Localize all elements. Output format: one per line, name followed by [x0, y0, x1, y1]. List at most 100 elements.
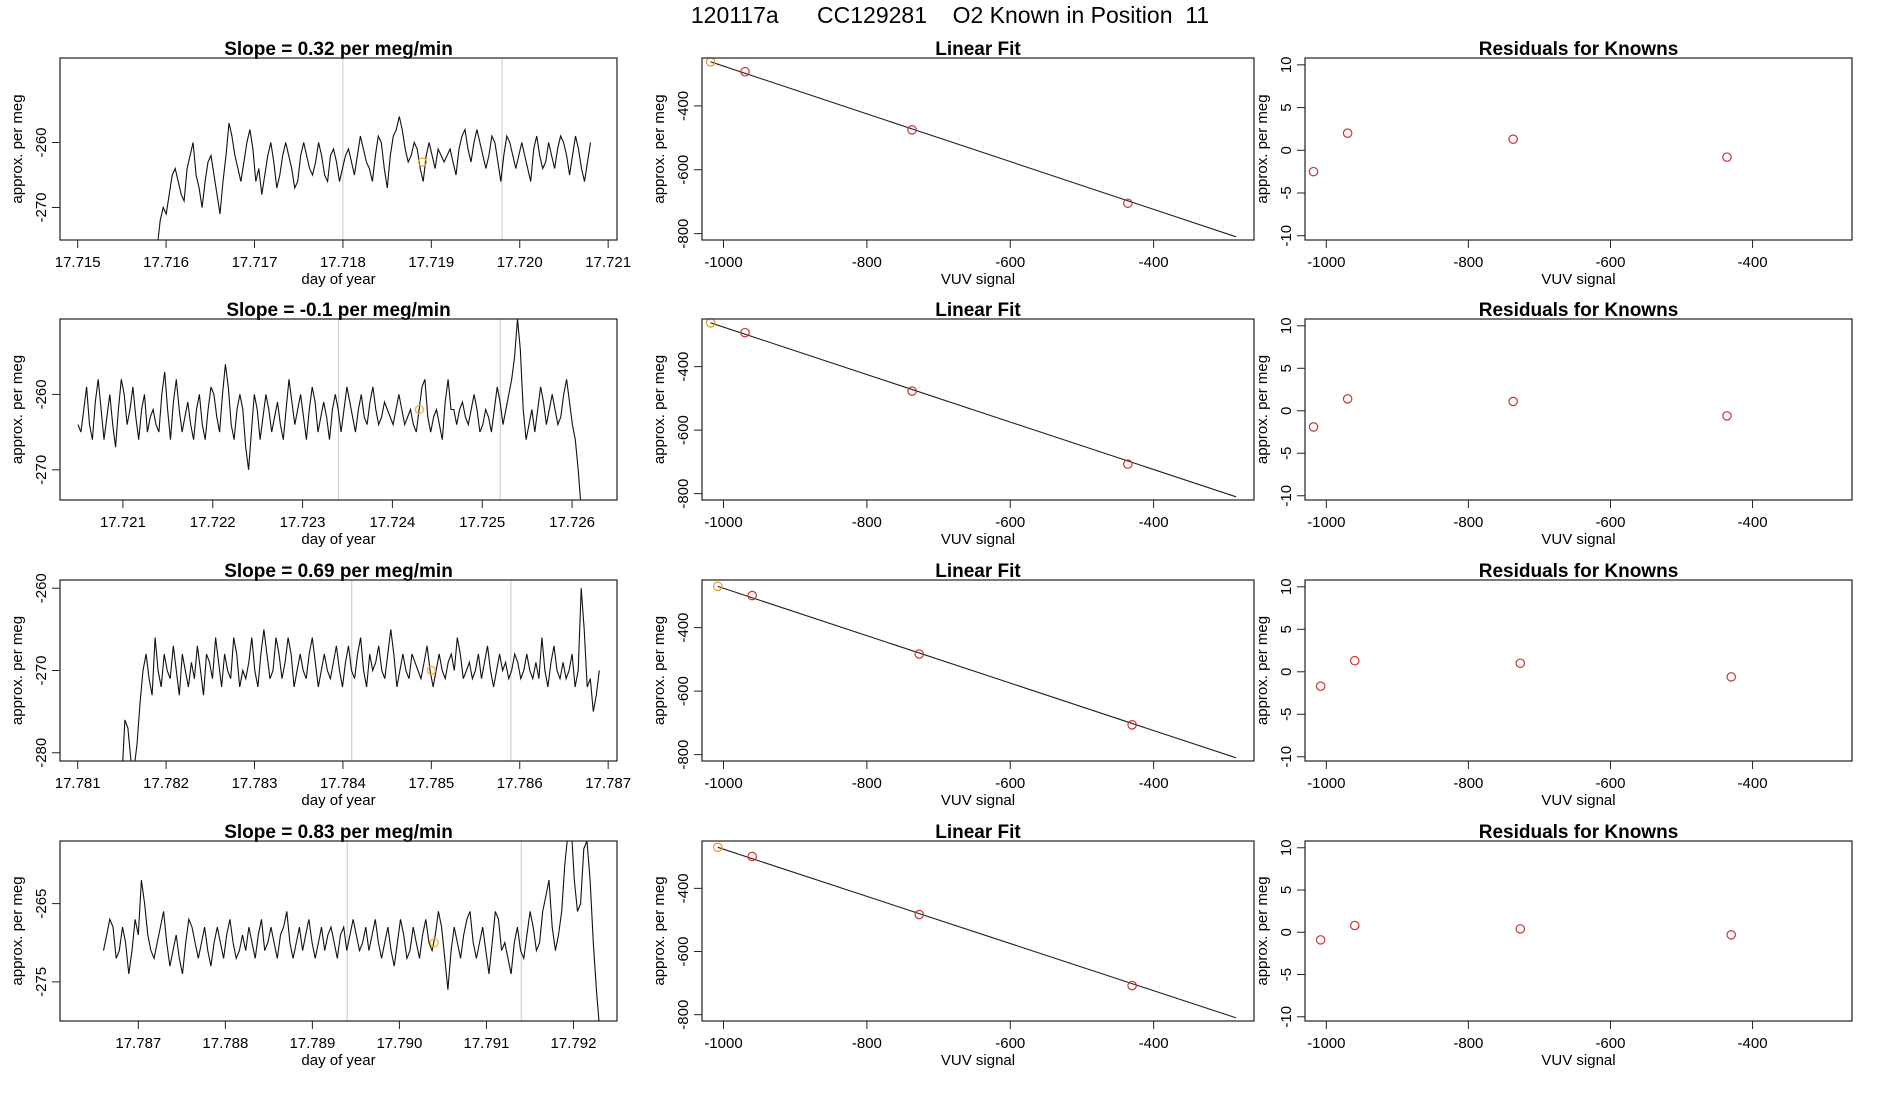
- panel-3-residuals-xtick-label-2: -800: [1453, 775, 1483, 792]
- panel-1-timeseries-xtick-label-6: 17.720: [497, 254, 543, 271]
- panel-3-residuals-xtick-label-3: -600: [1595, 775, 1625, 792]
- panel-2-residuals-ylabel: approx. per meg: [1254, 355, 1271, 464]
- panel-1-residuals-frame: [1304, 57, 1853, 241]
- panel-3-fit-xlabel: VUV signal: [941, 792, 1015, 809]
- panel-4-timeseries-ylabel: approx. per meg: [9, 876, 26, 985]
- panel-4-fit-frame: [701, 840, 1255, 1022]
- panel-1-fit-xtick-label-3: -600: [995, 254, 1025, 271]
- panel-4-timeseries-xtick-label-4: 17.790: [376, 1035, 422, 1052]
- panel-2-timeseries-xtick-label-6: 17.726: [549, 514, 595, 531]
- panel-2-fit-ytick-label-2: -600: [675, 415, 692, 445]
- panel-4-timeseries-ytick-label-1: -265: [33, 889, 50, 919]
- panel-3-fit-point-1: [712, 581, 723, 592]
- panel-2-timeseries-xtick-label-4: 17.724: [369, 514, 415, 531]
- panel-1-timeseries-xtick-label-5: 17.719: [408, 254, 454, 271]
- panel-4-residuals-ytick-label-4: -5: [1278, 968, 1295, 981]
- panel-4-timeseries-title: Slope = 0.83 per meg/min: [224, 822, 453, 843]
- panel-4-fit-point-2: [747, 851, 757, 862]
- panel-3-residuals-title: Residuals for Knowns: [1479, 561, 1679, 582]
- panel-2-residuals-ytick-label-3: 0: [1278, 407, 1295, 415]
- panel-1-fit-point-3: [907, 125, 917, 135]
- panel-1-timeseries-xtick-label-2: 17.716: [143, 254, 189, 271]
- panel-1-fit-ylabel: approx. per meg: [651, 94, 668, 203]
- panel-2-fit-title: Linear Fit: [935, 300, 1021, 321]
- panel-1-timeseries-xtick-label-7: 17.721: [585, 254, 631, 271]
- panel-4-timeseries-xtick-label-2: 17.788: [202, 1035, 248, 1052]
- panel-3-fit-xtick-label-1: -1000: [704, 775, 742, 792]
- panel-4-residuals-xtick-label-1: -1000: [1307, 1035, 1345, 1052]
- panel-1-residuals-ylabel: approx. per meg: [1254, 94, 1271, 203]
- panel-2-timeseries-xtick-label-5: 17.725: [459, 514, 505, 531]
- cylinder-id: CC129281: [817, 2, 928, 28]
- panel-1-timeseries-xtick-label-3: 17.717: [232, 254, 278, 271]
- panel-4-timeseries-highlight-point: [429, 938, 439, 948]
- panel-1-timeseries-ytick-label-2: -270: [33, 192, 50, 222]
- panel-2-residuals-point-3: [1508, 396, 1518, 407]
- panel-3-fit-xtick-label-2: -800: [852, 775, 882, 792]
- panel-4-residuals-ytick-label-5: -10: [1278, 1006, 1295, 1028]
- panel-3-residuals-point-1: [1315, 681, 1326, 692]
- panel-2-residuals-xtick-label-2: -800: [1453, 514, 1483, 531]
- panel-3-residuals-xtick-label-4: -400: [1738, 775, 1768, 792]
- panel-1-fit-xtick-label-1: -1000: [704, 254, 742, 271]
- panel-4-residuals-ytick-label-1: 10: [1278, 839, 1295, 856]
- panel-3-fit-ytick-label-3: -800: [675, 740, 692, 770]
- panel-3-residuals-ytick-label-3: 0: [1278, 668, 1295, 676]
- panel-2-timeseries-ytick-label-2: -270: [33, 455, 50, 485]
- panel-4-residuals-point-3: [1515, 924, 1526, 934]
- panel-1-fit-xlabel: VUV signal: [941, 271, 1015, 288]
- panel-4-fit-xtick-label-3: -600: [995, 1035, 1025, 1052]
- panel-2-fit-point-4: [1123, 459, 1133, 469]
- panel-2-fit-xtick-label-2: -800: [852, 514, 882, 531]
- panel-1-residuals-point-4: [1722, 152, 1732, 162]
- panel-1-fit-frame: [701, 57, 1255, 241]
- panel-2-fit-ytick-label-3: -800: [675, 479, 692, 509]
- panel-4-fit-ytick-label-3: -800: [675, 1000, 692, 1030]
- panel-3-timeseries-xtick-label-6: 17.786: [497, 775, 543, 792]
- panel-2-residuals-title: Residuals for Knowns: [1479, 300, 1679, 321]
- panel-1-timeseries-title: Slope = 0.32 per meg/min: [224, 39, 453, 60]
- panel-1-residuals-xtick-label-4: -400: [1738, 254, 1768, 271]
- panel-2-fit-point-3: [907, 386, 917, 396]
- panel-4-residuals-xtick-label-3: -600: [1595, 1035, 1625, 1052]
- panel-3-timeseries-title: Slope = 0.69 per meg/min: [224, 561, 453, 582]
- panel-2-residuals-xlabel: VUV signal: [1541, 531, 1615, 548]
- panel-1-timeseries-series-line: [157, 116, 592, 240]
- panel-4-timeseries-frame: [59, 840, 618, 1022]
- panel-2-residuals-xtick-label-3: -600: [1595, 514, 1625, 531]
- panel-4-residuals-ytick-label-2: 5: [1278, 886, 1295, 894]
- panel-3-timeseries-ytick-label-2: -270: [33, 655, 50, 685]
- panel-4-fit-point-4: [1127, 980, 1137, 991]
- panel-3-fit-point-3: [914, 649, 925, 659]
- panel-3-fit-point-4: [1127, 719, 1137, 730]
- panel-2-residuals-ytick-label-1: 10: [1278, 317, 1295, 334]
- panel-3-timeseries-xlabel: day of year: [301, 792, 375, 809]
- panel-2-residuals-ytick-label-5: -10: [1278, 485, 1295, 507]
- panel-4-timeseries-xtick-label-1: 17.787: [115, 1035, 161, 1052]
- panel-3-timeseries-series-line: [122, 588, 600, 761]
- panel-3-timeseries-xtick-label-7: 17.787: [585, 775, 631, 792]
- panel-3-fit-title: Linear Fit: [935, 561, 1021, 582]
- panel-2-residuals-point-2: [1342, 394, 1353, 404]
- run-id: 120117a: [690, 2, 779, 28]
- panel-4-fit-point-3: [914, 909, 925, 920]
- panel-1-fit-ytick-label-2: -600: [675, 155, 692, 185]
- panel-2-timeseries-ylabel: approx. per meg: [9, 355, 26, 464]
- panel-1-residuals-ytick-label-4: -5: [1278, 186, 1295, 199]
- panel-3-fit-point-2: [747, 590, 757, 601]
- panel-3-timeseries-xtick-label-5: 17.785: [408, 775, 454, 792]
- panel-1-fit-point-2: [740, 66, 750, 77]
- panel-2-fit-fit-line: [710, 322, 1237, 498]
- panel-2-timeseries-ytick-label-1: -260: [33, 379, 50, 409]
- panel-4-residuals-point-1: [1315, 935, 1326, 945]
- panel-1-fit-point-4: [1123, 198, 1133, 209]
- panel-3-timeseries-highlight-point: [426, 665, 436, 676]
- panel-3-fit-xtick-label-4: -400: [1139, 775, 1169, 792]
- panel-3-fit-xtick-label-3: -600: [995, 775, 1025, 792]
- panel-4-fit-ylabel: approx. per meg: [651, 876, 668, 985]
- panel-1-fit-xtick-label-2: -800: [852, 254, 882, 271]
- panel-4-timeseries-xtick-label-3: 17.789: [289, 1035, 335, 1052]
- panel-3-residuals-ytick-label-1: 10: [1278, 578, 1295, 595]
- panel-2-residuals-ytick-label-4: -5: [1278, 447, 1295, 460]
- panel-2-timeseries-frame: [59, 318, 618, 501]
